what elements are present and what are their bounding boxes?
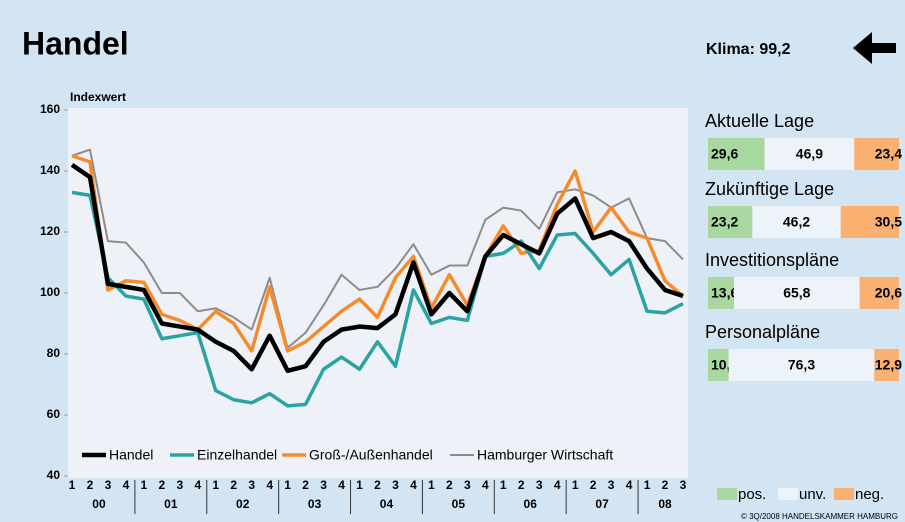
share-label: 30,5 xyxy=(875,214,902,230)
share-bar xyxy=(840,206,899,238)
x-tick-label: 2 xyxy=(590,478,597,492)
x-tick-label: 4 xyxy=(194,478,201,492)
x-tick-label: 4 xyxy=(123,478,130,492)
x-tick-label: 1 xyxy=(572,478,579,492)
section-title: Zukünftige Lage xyxy=(705,179,834,199)
share-label: 46,2 xyxy=(783,214,810,230)
y-tick-label: 80 xyxy=(47,346,61,360)
legend-label: Einzelhandel xyxy=(197,447,277,463)
y-tick-label: 60 xyxy=(47,407,61,421)
share-label: 76,3 xyxy=(788,357,815,373)
year-label: 07 xyxy=(595,497,609,511)
share-legend-swatch xyxy=(778,488,798,500)
share-bar xyxy=(874,349,899,381)
share-bar xyxy=(733,277,860,309)
share-bar xyxy=(708,277,734,309)
x-tick-label: 2 xyxy=(302,478,309,492)
section-title: Investitionspläne xyxy=(705,250,839,270)
year-label: 03 xyxy=(308,497,322,511)
series-line xyxy=(70,163,684,374)
x-tick-label: 2 xyxy=(518,478,525,492)
x-tick-label: 2 xyxy=(662,478,669,492)
share-bar xyxy=(859,277,899,309)
x-tick-label: 2 xyxy=(159,478,166,492)
x-tick-label: 4 xyxy=(338,478,345,492)
x-tick-label: 3 xyxy=(392,478,399,492)
footer: © 3Q/2008 HANDELSKAMMER HAMBURG xyxy=(741,512,898,521)
x-tick-label: 2 xyxy=(87,478,94,492)
x-tick-label: 1 xyxy=(141,478,148,492)
share-label: 13,6 xyxy=(711,285,738,301)
share-bar xyxy=(728,349,875,381)
x-tick-label: 4 xyxy=(266,478,273,492)
share-legend-label: neg. xyxy=(855,486,884,503)
share-bar xyxy=(708,206,753,238)
x-tick-label: 1 xyxy=(212,478,219,492)
share-label: 46,9 xyxy=(796,146,823,162)
section-title: Personalpläne xyxy=(705,322,820,342)
legend-label: Hamburger Wirtschaft xyxy=(477,447,613,463)
x-tick-label: 1 xyxy=(69,478,76,492)
x-tick-label: 3 xyxy=(248,478,255,492)
x-tick-label: 4 xyxy=(554,478,561,492)
year-label: 05 xyxy=(452,497,466,511)
share-bar xyxy=(854,138,899,170)
series-line xyxy=(71,190,684,408)
back-arrow[interactable] xyxy=(853,32,896,64)
y-tick-label: 140 xyxy=(40,163,60,177)
x-tick-label: 3 xyxy=(320,478,327,492)
share-bar xyxy=(752,206,841,238)
share-label: 20,6 xyxy=(875,285,902,301)
share-label: 12,9 xyxy=(875,357,902,373)
x-tick-label: 2 xyxy=(230,478,237,492)
share-legend-swatch xyxy=(834,488,854,500)
section-title: Aktuelle Lage xyxy=(705,111,814,131)
share-bar xyxy=(708,138,765,170)
y-tick-label: 40 xyxy=(47,468,61,482)
legend-label: Groß-/Außenhandel xyxy=(309,447,433,463)
klima: Klima: 99,2 xyxy=(706,41,791,58)
x-tick-label: 1 xyxy=(428,478,435,492)
y-tick-label: 160 xyxy=(40,102,60,116)
share-bar xyxy=(764,138,855,170)
x-tick-label: 2 xyxy=(374,478,381,492)
x-tick-label: 3 xyxy=(680,478,687,492)
y-tick-label: 120 xyxy=(40,224,60,238)
share-legend-swatch xyxy=(717,488,737,500)
year-label: 00 xyxy=(92,497,106,511)
series-line xyxy=(71,154,685,353)
x-tick-label: 4 xyxy=(410,478,417,492)
share-legend-label: pos. xyxy=(738,486,766,503)
x-tick-label: 3 xyxy=(105,478,112,492)
y-axis-label: Indexwert xyxy=(70,90,126,104)
x-tick-label: 1 xyxy=(284,478,291,492)
share-label: 65,8 xyxy=(783,285,810,301)
y-tick-label: 100 xyxy=(40,285,60,299)
x-tick-label: 4 xyxy=(482,478,489,492)
share-label: 23,4 xyxy=(875,146,902,162)
x-tick-label: 3 xyxy=(464,478,471,492)
x-tick-label: 3 xyxy=(536,478,543,492)
x-tick-label: 3 xyxy=(176,478,183,492)
share-bar xyxy=(708,349,729,381)
year-label: 06 xyxy=(524,497,538,511)
share-label: 29,6 xyxy=(711,146,738,162)
x-tick-label: 1 xyxy=(500,478,507,492)
x-tick-label: 1 xyxy=(356,478,363,492)
share-legend-label: unv. xyxy=(799,486,826,503)
legend-label: Handel xyxy=(109,447,153,463)
year-label: 02 xyxy=(236,497,250,511)
x-tick-label: 2 xyxy=(446,478,453,492)
x-tick-label: 1 xyxy=(644,478,651,492)
year-label: 04 xyxy=(380,497,394,511)
x-tick-label: 3 xyxy=(608,478,615,492)
year-label: 01 xyxy=(164,497,178,511)
year-label: 08 xyxy=(658,497,672,511)
x-tick-label: 4 xyxy=(626,478,633,492)
chart-title: Handel xyxy=(22,25,129,61)
share-label: 23,2 xyxy=(711,214,738,230)
